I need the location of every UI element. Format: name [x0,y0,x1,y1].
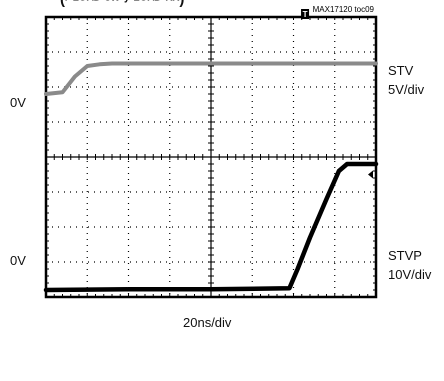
stv-name-label: STV [388,63,414,78]
stv-ground-label: 0V [10,95,26,110]
stv-scale-label: 5V/div [388,82,425,97]
trigger-marker-icon: T [301,9,310,19]
trigger-marker-box [301,9,310,19]
stvp-ground-label: 0V [10,253,26,268]
figure-id-label: MAX17120 toc09 [313,5,375,14]
stvp-name-label: STVP [388,248,422,263]
series-line-stv [44,61,378,96]
grid [45,16,377,298]
traces [43,61,379,293]
x-axis-label: 20ns/div [183,315,232,330]
trigger-level-arrow-icon [368,170,373,179]
trigger-marker-text: T [303,10,308,19]
figure-title-fragment: (ʳ ᴸᴼᴬᴰ ˢᵂ ʸ ᴸᴼᴬᴰ ᴿᴿ) [60,0,184,8]
trigger-level-arrow [368,170,373,179]
stvp-scale-label: 10V/div [388,267,432,282]
series-line-stvp [43,161,379,293]
